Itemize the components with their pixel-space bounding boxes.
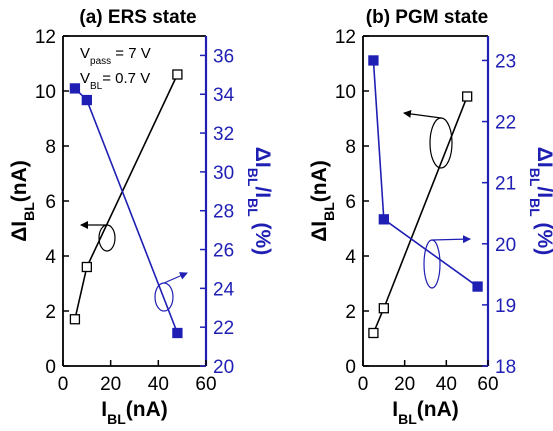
left-y-tick-label: 10 <box>335 82 356 103</box>
open-square-point <box>69 314 81 325</box>
right-y-tick-label: 28 <box>213 202 234 223</box>
right-y-tick-label: 22 <box>495 113 516 134</box>
right-y-tick-label: 22 <box>213 318 234 339</box>
series-line-right <box>74 87 179 334</box>
callout-arrow <box>163 272 188 284</box>
left-y-tick-label: 8 <box>345 137 356 158</box>
right-y-tick-label: 24 <box>213 279 235 300</box>
left-y-tick-label: 12 <box>35 27 56 48</box>
right-y-tick-label: 26 <box>213 241 234 262</box>
left-y-tick-label: 4 <box>345 247 356 268</box>
left-y-tick-label: 4 <box>45 247 56 268</box>
callout-arrow <box>403 109 442 119</box>
x-axis-label: IBL(nA) <box>392 398 459 427</box>
callout-arrow <box>431 235 471 244</box>
series-line-left <box>74 74 179 320</box>
right-y-tick-label: 18 <box>495 357 516 378</box>
right-y-tick-label: 36 <box>213 46 234 67</box>
right-y-tick-label: 20 <box>495 235 516 256</box>
left-y-tick-label: 0 <box>45 357 56 378</box>
x-tick-label: 0 <box>58 374 69 395</box>
right-y-tick-label: 23 <box>495 51 516 72</box>
right-y-tick-label: 30 <box>213 163 234 184</box>
left-y-axis-label: ΔIBL(nA) <box>8 160 37 242</box>
right-y-axis-label: ΔIBL/IBL (%) <box>527 147 553 255</box>
panel-b: (b) PGM state 0 20 40 60 0 2 4 6 8 10 12 18 19 20 21 22 2… <box>308 7 553 427</box>
left-y-tick-label: 8 <box>45 137 56 158</box>
left-y-tick-label: 12 <box>335 27 356 48</box>
callout-ellipse <box>423 239 441 289</box>
x-tick-label: 0 <box>358 374 369 395</box>
left-y-tick-label: 2 <box>345 302 356 323</box>
filled-square-point <box>172 327 183 339</box>
left-y-tick-label: 6 <box>345 192 356 213</box>
right-y-tick-label: 32 <box>213 124 234 145</box>
filled-square-point <box>472 281 483 292</box>
chart-title: (a) ERS state <box>79 7 196 28</box>
filled-square-point <box>81 94 92 106</box>
annotation-text: Vpass = 7 V <box>80 45 151 67</box>
open-square-point <box>368 327 379 339</box>
annotation-text: VBL= 0.7 V <box>80 70 150 92</box>
x-tick-label: 40 <box>148 374 169 395</box>
x-tick-label: 40 <box>436 374 457 395</box>
filled-square-point <box>378 214 389 225</box>
chart-title: (b) PGM state <box>366 7 488 28</box>
left-y-tick-label: 10 <box>35 82 56 103</box>
filled-square-point <box>69 83 81 94</box>
open-square-point <box>172 69 183 80</box>
right-y-tick-label: 34 <box>213 85 235 106</box>
x-tick-label: 60 <box>477 374 498 395</box>
left-y-tick-label: 0 <box>345 357 356 378</box>
right-y-tick-label: 21 <box>495 174 516 195</box>
open-square-point <box>378 303 389 314</box>
x-tick-label: 60 <box>195 374 216 395</box>
x-axis-label: IBL(nA) <box>101 398 168 427</box>
left-y-tick-label: 6 <box>45 192 56 213</box>
filled-square-point <box>368 55 379 66</box>
left-y-axis-label: ΔIBL(nA) <box>308 160 337 242</box>
callout-ellipse <box>98 224 116 252</box>
left-y-tick-label: 2 <box>45 302 56 323</box>
open-square-point <box>81 261 92 273</box>
x-tick-label: 20 <box>100 374 121 395</box>
right-y-axis-label: ΔIBL/IBL (%) <box>245 147 274 255</box>
right-y-tick-label: 19 <box>495 296 516 317</box>
right-y-tick-label: 20 <box>213 357 234 378</box>
open-square-point <box>462 91 473 102</box>
x-tick-label: 20 <box>394 374 415 395</box>
